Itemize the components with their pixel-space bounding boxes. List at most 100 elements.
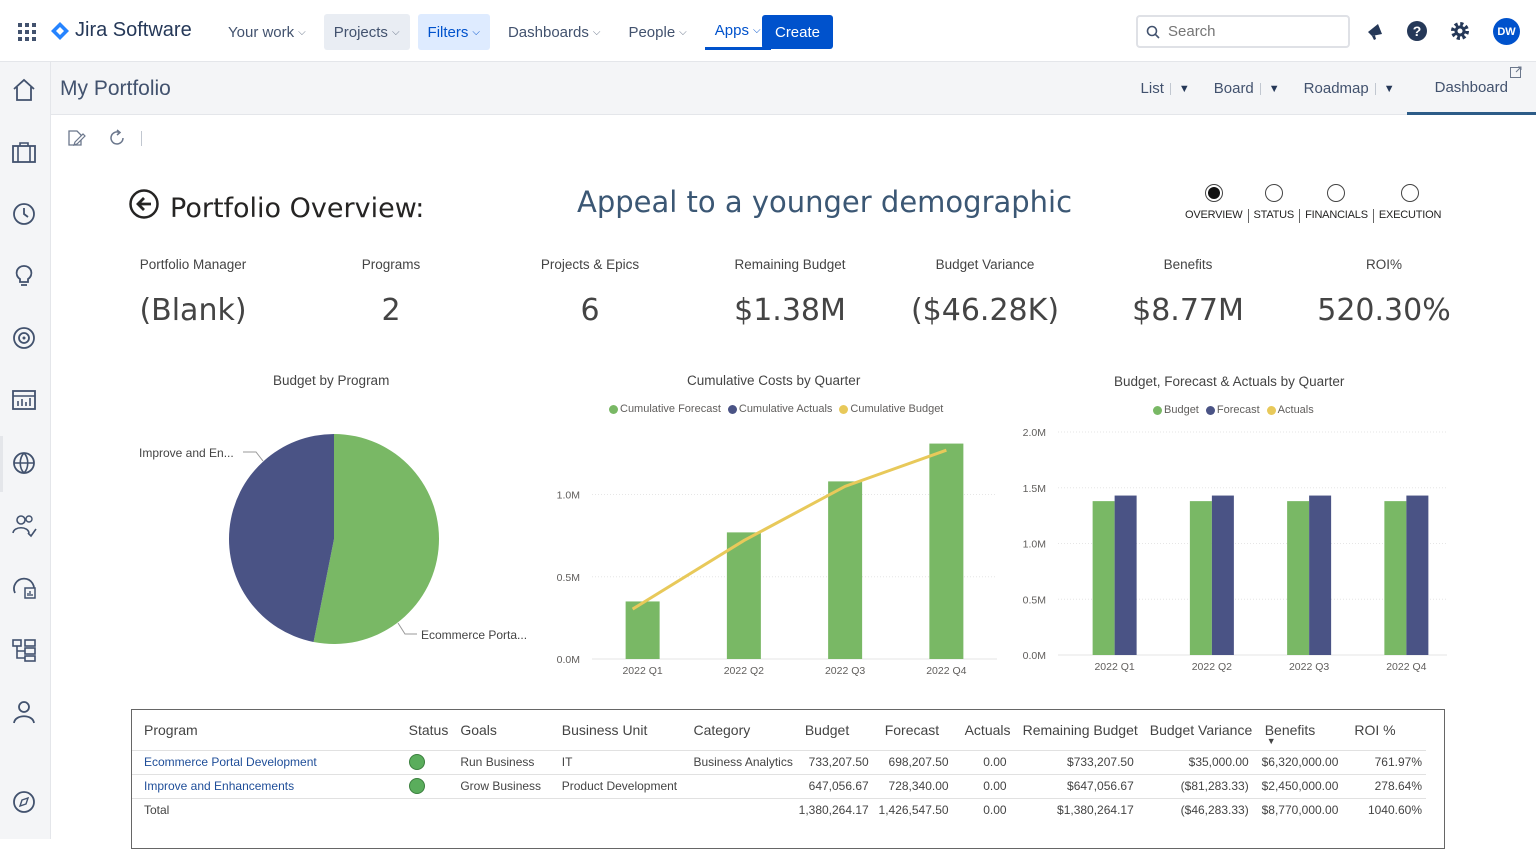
col-header-budget[interactable]: Budget — [804, 721, 850, 738]
col-header-actuals[interactable]: Actuals — [964, 721, 1011, 738]
table-row[interactable]: Ecommerce Portal Development Run Busines… — [132, 749, 1426, 774]
caret-down-icon[interactable]: ▼ — [1259, 82, 1280, 95]
sidebar-active-indicator — [0, 436, 3, 492]
bar-budget[interactable] — [1092, 501, 1115, 655]
kpi-label: Portfolio Manager — [139, 257, 247, 272]
bar-forecast[interactable] — [1211, 495, 1234, 655]
legend-swatch — [1266, 405, 1276, 415]
back-arrow-icon[interactable] — [128, 188, 160, 220]
bar-cumulative-forecast[interactable] — [726, 532, 761, 659]
globe-icon[interactable] — [10, 449, 38, 477]
nav-dashboards[interactable]: Dashboards ⌵ — [498, 14, 610, 50]
bar-cumulative-forecast[interactable] — [625, 601, 660, 659]
nav-people[interactable]: People ⌵ — [618, 14, 696, 50]
user-profile-icon[interactable] — [10, 698, 38, 726]
hierarchy-icon[interactable] — [10, 636, 38, 664]
pie-slice[interactable] — [228, 434, 334, 642]
cumulative-costs-chart[interactable]: 0.0M 0.5M 1.0M 2022 Q1 2022 Q2 2022 Q3 2022 Q4 — [545, 425, 1005, 685]
y-tick-label: 1.5M — [1023, 483, 1046, 495]
user-avatar[interactable]: DW — [1493, 18, 1520, 45]
edit-icon[interactable] — [66, 128, 86, 148]
kpi-label: ROI% — [1365, 257, 1402, 272]
legend-item[interactable]: Cumulative Forecast — [609, 403, 721, 415]
y-tick-label: 0.5M — [1023, 594, 1046, 606]
col-header-benefits[interactable]: Benefits ▼ — [1253, 710, 1343, 750]
jira-logo[interactable]: Jira Software — [51, 19, 192, 42]
bar-forecast[interactable] — [1114, 495, 1137, 655]
search-input[interactable] — [1168, 23, 1338, 40]
col-header-budget-variance[interactable]: Budget Variance — [1149, 721, 1253, 738]
tab-dashboard[interactable]: Dashboard — [1406, 62, 1536, 115]
chevron-down-icon: ⌵ — [752, 25, 761, 36]
col-header-roi[interactable]: ROI % — [1354, 721, 1396, 738]
legend-item[interactable]: Actuals — [1266, 404, 1314, 416]
budget-by-program-pie-chart[interactable]: Improve and En... Ecommerce Porta... — [130, 400, 550, 700]
nav-projects[interactable]: Projects ⌵ — [323, 14, 410, 50]
page-label: FINANCIALS — [1305, 209, 1368, 221]
col-header-remaining-budget[interactable]: Remaining Budget — [1022, 721, 1138, 738]
create-button[interactable]: Create — [762, 15, 833, 49]
legend-item[interactable]: Budget — [1153, 404, 1199, 416]
program-link[interactable]: Improve and Enhancements — [132, 773, 397, 798]
bar-budget[interactable] — [1384, 501, 1407, 655]
page-option-financials[interactable]: FINANCIALS — [1300, 184, 1373, 223]
goals-cell: Grow Business — [448, 773, 550, 798]
bar-budget[interactable] — [1287, 501, 1310, 655]
bar-forecast[interactable] — [1309, 495, 1332, 655]
caret-down-icon[interactable]: ▼ — [1169, 82, 1190, 95]
bar-cumulative-forecast[interactable] — [929, 443, 964, 659]
home-icon[interactable] — [10, 76, 38, 104]
col-header-category[interactable]: Category — [693, 721, 751, 738]
app-switcher-icon[interactable] — [18, 23, 36, 41]
tab-board[interactable]: Board ▼ — [1202, 62, 1292, 115]
tab-label: Board — [1213, 80, 1254, 97]
page-title: My Portfolio — [60, 77, 171, 100]
search-box[interactable] — [1136, 15, 1350, 48]
page-option-overview[interactable]: OVERVIEW — [1180, 184, 1248, 223]
settings-gear-icon[interactable] — [1449, 20, 1471, 42]
page-label: STATUS — [1253, 209, 1295, 221]
svg-text:?: ? — [1413, 23, 1422, 39]
compass-icon[interactable] — [10, 788, 38, 816]
caret-down-icon[interactable]: ▼ — [1374, 82, 1395, 95]
total-variance: ($46,283.33) — [1137, 797, 1253, 822]
help-icon[interactable]: ? — [1406, 20, 1428, 42]
expand-icon[interactable] — [1510, 66, 1522, 78]
nav-your-work[interactable]: Your work ⌵ — [218, 14, 316, 50]
people-check-icon[interactable] — [10, 511, 38, 539]
refresh-icon[interactable] — [107, 128, 127, 148]
bar-cumulative-forecast[interactable] — [828, 481, 863, 659]
col-header-business-unit[interactable]: Business Unit — [561, 721, 648, 738]
program-link[interactable]: Ecommerce Portal Development — [132, 749, 397, 774]
legend-item[interactable]: Cumulative Budget — [839, 403, 943, 415]
total-benefits: $8,770,000.00 — [1252, 797, 1343, 822]
nav-apps[interactable]: Apps ⌵ — [704, 14, 771, 50]
briefcase-icon[interactable] — [10, 138, 38, 166]
gauge-report-icon[interactable] — [10, 573, 38, 601]
col-header-goals[interactable]: Goals — [460, 721, 497, 738]
target-icon[interactable] — [10, 324, 38, 352]
tab-list[interactable]: List ▼ — [1129, 62, 1202, 115]
page-option-status[interactable]: STATUS — [1249, 184, 1300, 223]
dashboard-chart-icon[interactable] — [10, 386, 38, 414]
table-row[interactable]: Improve and Enhancements Grow Business P… — [132, 773, 1426, 798]
col-header-forecast[interactable]: Forecast — [884, 721, 940, 738]
lightbulb-icon[interactable] — [10, 262, 38, 290]
nav-filters[interactable]: Filters ⌵ — [417, 14, 490, 50]
bar-budget[interactable] — [1189, 501, 1212, 655]
notifications-megaphone-icon[interactable] — [1364, 20, 1386, 42]
col-header-status[interactable]: Status — [408, 721, 449, 738]
pie-slice[interactable] — [313, 434, 439, 644]
radio-unselected-icon — [1264, 184, 1283, 202]
page-option-execution[interactable]: EXECUTION — [1374, 184, 1446, 223]
kpi-portfolio-manager: Portfolio Manager (Blank) — [133, 257, 253, 328]
bar-forecast[interactable] — [1406, 495, 1429, 655]
tab-roadmap[interactable]: Roadmap ▼ — [1292, 62, 1407, 115]
legend-item[interactable]: Cumulative Actuals — [727, 403, 832, 415]
budget-forecast-actuals-chart[interactable]: 0.0M 0.5M 1.0M 1.5M 2.0M 2022 Q1 2022 Q2 2022 Q… — [1010, 420, 1455, 680]
radio-unselected-icon — [1327, 184, 1346, 202]
legend-item[interactable]: Forecast — [1205, 404, 1260, 416]
clock-history-icon[interactable] — [10, 200, 38, 228]
x-tick-label: 2022 Q4 — [926, 665, 966, 677]
col-header-program[interactable]: Program — [144, 721, 198, 738]
